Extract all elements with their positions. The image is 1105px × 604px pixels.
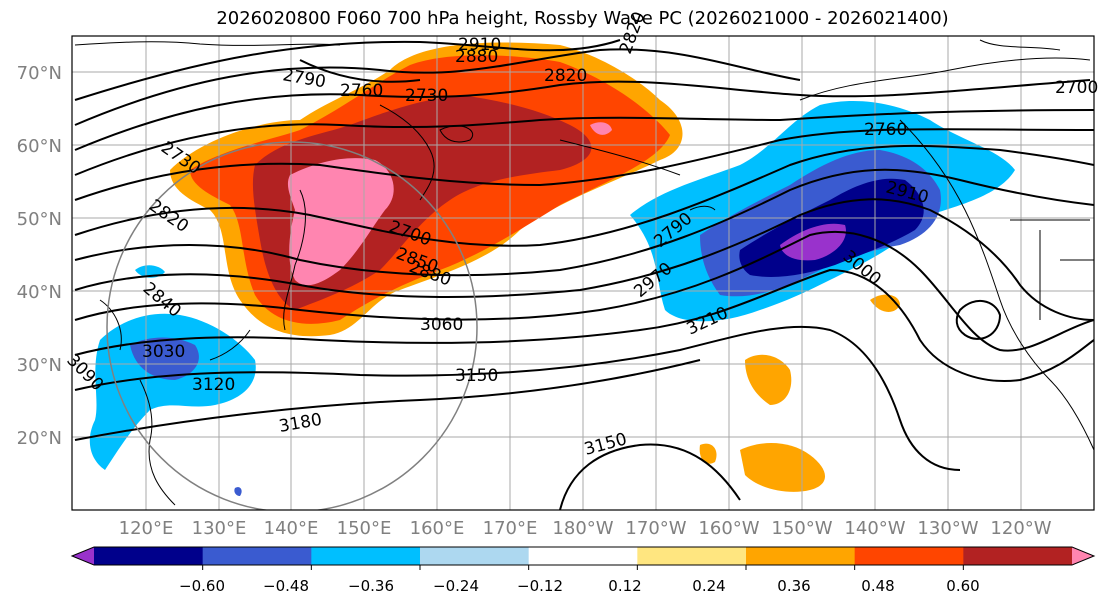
- lon-label: 150°E: [337, 518, 392, 539]
- graticule: [72, 36, 1094, 510]
- contour-label: 2880: [455, 47, 498, 67]
- colorbar-band: [854, 547, 964, 565]
- lon-label: 130°E: [192, 518, 247, 539]
- lon-label: 130°W: [917, 518, 978, 539]
- colorbar-outline: [70, 546, 1096, 566]
- contour-label: 3150: [455, 366, 498, 386]
- contour-label: 2760: [864, 120, 907, 140]
- colorbar-band: [963, 547, 1073, 565]
- chart-title: 2026020800 F060 700 hPa height, Rossby W…: [216, 8, 949, 29]
- colorbar-tick-label: 0.24: [692, 577, 725, 595]
- contour-label: 2820: [544, 66, 587, 86]
- colorbar-tick-label: −0.60: [179, 577, 225, 595]
- colorbar-extend-min: [72, 547, 94, 565]
- colorbar-tick-label: −0.36: [348, 577, 394, 595]
- contour-label: 2700: [1055, 78, 1098, 98]
- lon-label: 150°W: [771, 518, 832, 539]
- colorbar-tick-labels: −0.60 −0.48 −0.36 −0.24 −0.12 0.12 0.24 …: [179, 577, 980, 595]
- lat-label: 40°N: [17, 282, 62, 303]
- lat-label: 70°N: [17, 63, 62, 84]
- lon-label: 170°E: [483, 518, 538, 539]
- lon-label: 170°W: [625, 518, 686, 539]
- colorbar-band: [202, 547, 312, 565]
- map-frame: [71, 35, 1095, 511]
- contour-label: 2910: [458, 35, 501, 55]
- colorbar-band: [420, 547, 530, 565]
- contour-label: 2730: [405, 86, 448, 106]
- colorbar-tick-label: −0.48: [263, 577, 309, 595]
- colorbar-tick-label: 0.12: [608, 577, 641, 595]
- colorbar-band: [528, 547, 638, 565]
- latitude-labels: 70°N 60°N 50°N 40°N 30°N 20°N: [17, 63, 62, 449]
- colorbar-band: [311, 547, 421, 565]
- lat-label: 20°N: [17, 428, 62, 449]
- colorbar-tick-label: −0.12: [517, 577, 563, 595]
- contour-label: 3120: [192, 375, 235, 395]
- colorbar-extend-max: [1072, 547, 1094, 565]
- colorbar-tick-label: −0.24: [433, 577, 479, 595]
- colorbar-band: [94, 547, 204, 565]
- colorbar-tick-label: 0.60: [946, 577, 979, 595]
- colorbar: [70, 546, 1096, 570]
- lon-label: 140°W: [844, 518, 905, 539]
- lon-label: 160°E: [410, 518, 465, 539]
- lat-label: 50°N: [17, 209, 62, 230]
- contour-label: 3030: [142, 342, 185, 362]
- lon-label: 120°E: [119, 518, 174, 539]
- colorbar-tick-label: 0.36: [777, 577, 810, 595]
- height-contours: [74, 39, 1094, 510]
- projection-circle: [106, 141, 478, 510]
- lat-label: 60°N: [17, 136, 62, 157]
- contour-label: 3060: [420, 315, 463, 335]
- colorbar-band: [746, 547, 856, 565]
- lon-label: 120°W: [990, 518, 1051, 539]
- colorbar-tick-label: 0.48: [861, 577, 894, 595]
- lon-label: 180°W: [552, 518, 613, 539]
- colorbar-band: [637, 547, 747, 565]
- lat-label: 30°N: [17, 355, 62, 376]
- longitude-labels: 120°E 130°E 140°E 150°E 160°E 170°E 180°…: [119, 518, 1052, 539]
- lon-label: 160°W: [698, 518, 759, 539]
- contour-label: 2760: [340, 81, 383, 101]
- lon-label: 140°E: [264, 518, 319, 539]
- coastlines: [74, 39, 1094, 506]
